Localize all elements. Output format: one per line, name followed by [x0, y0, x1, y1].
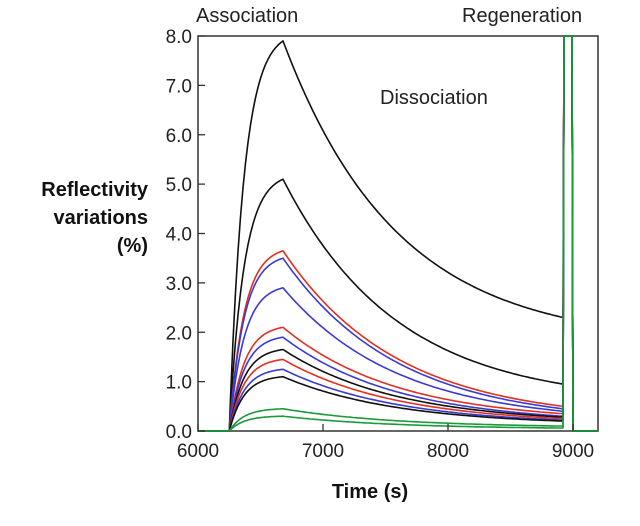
series-line	[198, 35, 598, 432]
y-tick-label: 1.0	[166, 373, 192, 394]
y-axis-title-line-1: Reflectivity	[41, 179, 149, 201]
x-tick-label: 9000	[552, 441, 594, 462]
x-tick-label: 7000	[302, 441, 344, 462]
series-line	[198, 35, 598, 432]
annotation-regeneration: Regeneration	[462, 5, 582, 27]
series-line	[198, 35, 598, 432]
series-line	[198, 35, 598, 432]
y-tick-label: 7.0	[166, 76, 192, 97]
x-tick-label: 6000	[177, 441, 219, 462]
y-tick-label: 6.0	[166, 126, 192, 147]
x-tick-label: 8000	[427, 441, 469, 462]
series-line	[198, 35, 598, 432]
series-line	[198, 35, 598, 432]
annotation-association: Association	[196, 5, 298, 27]
axes: 0.0 1.0 2.0 3.0 4.0 5.0 6.0 7.0 8.0 6000 7000 8000 9…	[166, 27, 595, 462]
x-axis-title: Time (s)	[332, 481, 408, 503]
y-axis-title-line-2: variations	[54, 207, 148, 229]
series-line	[198, 35, 598, 432]
y-tick-label: 8.0	[166, 27, 192, 48]
y-tick-label: 5.0	[166, 175, 192, 196]
series-line	[198, 35, 598, 432]
series-group	[198, 35, 598, 432]
series-line	[198, 35, 598, 432]
y-tick-label: 0.0	[166, 422, 192, 443]
y-tick-label: 4.0	[166, 225, 192, 246]
annotation-dissociation: Dissociation	[380, 87, 488, 109]
y-tick-label: 3.0	[166, 274, 192, 295]
series-line	[198, 35, 598, 432]
y-axis-title-line-3: (%)	[117, 235, 148, 257]
y-tick-label: 2.0	[166, 323, 192, 344]
series-line	[198, 35, 598, 432]
series-line	[198, 35, 598, 432]
series-line	[198, 35, 598, 432]
